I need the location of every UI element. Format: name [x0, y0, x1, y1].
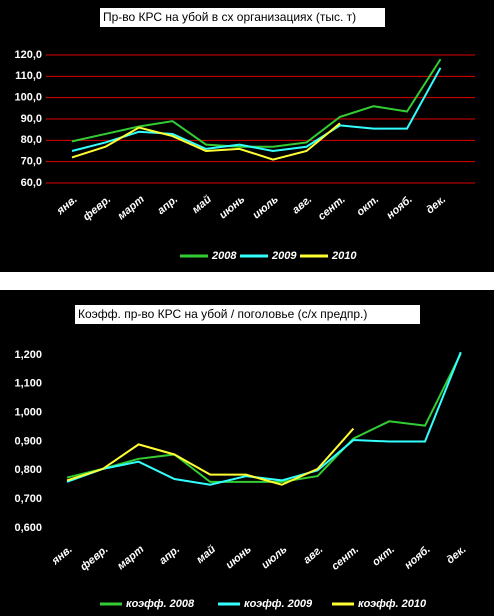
chart-title: Коэфф. пр-во КРС на убой / поголовье (с/…	[78, 307, 367, 321]
legend-label: 2009	[271, 250, 297, 262]
y-tick-label: 0,700	[14, 493, 42, 505]
y-tick-label: 1,000	[14, 407, 42, 419]
series-line	[66, 351, 462, 486]
y-tick-label: 1,200	[14, 349, 42, 361]
title-box	[100, 8, 385, 27]
y-tick-label: 70,0	[21, 156, 42, 168]
series-line	[66, 427, 355, 486]
title-box	[75, 305, 420, 324]
legend-label: 2010	[331, 250, 357, 262]
y-tick-label: 80,0	[21, 134, 42, 146]
legend-label: коэфф. 2009	[244, 598, 313, 610]
series-line	[71, 67, 442, 153]
panel	[0, 0, 494, 272]
y-tick-label: 0,800	[14, 464, 42, 476]
y-tick-label: 1,100	[14, 378, 42, 390]
legend-label: коэфф. 2008	[126, 598, 195, 610]
legend-label: 2008	[211, 250, 237, 262]
chart-title: Пр-во КРС на убой в сх организациях (тыс…	[103, 10, 356, 24]
panel	[0, 290, 494, 616]
series-line	[71, 58, 442, 148]
y-tick-label: 100,0	[14, 92, 42, 104]
chart: Коэфф. пр-во КРС на убой / поголовье (с/…	[0, 290, 494, 616]
y-tick-label: 120,0	[14, 49, 42, 61]
y-tick-label: 60,0	[21, 177, 42, 189]
y-tick-label: 110,0	[15, 70, 42, 82]
y-tick-label: 0,900	[14, 435, 42, 447]
y-tick-label: 0,600	[14, 522, 42, 534]
chart: Пр-во КРС на убой в сх организациях (тыс…	[0, 0, 494, 272]
y-tick-label: 90,0	[21, 113, 42, 125]
series-line	[71, 122, 341, 161]
series-line	[66, 353, 462, 483]
legend-label: коэфф. 2010	[358, 598, 427, 610]
